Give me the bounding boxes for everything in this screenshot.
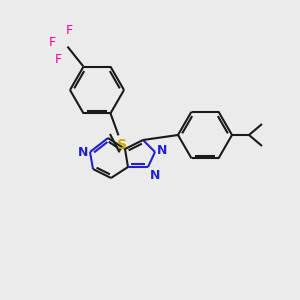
- Text: F: F: [66, 24, 73, 37]
- Text: F: F: [54, 52, 61, 66]
- Text: F: F: [48, 36, 56, 49]
- Text: S: S: [118, 138, 128, 152]
- Text: N: N: [78, 146, 88, 158]
- Text: N: N: [157, 145, 167, 158]
- Text: N: N: [150, 169, 160, 182]
